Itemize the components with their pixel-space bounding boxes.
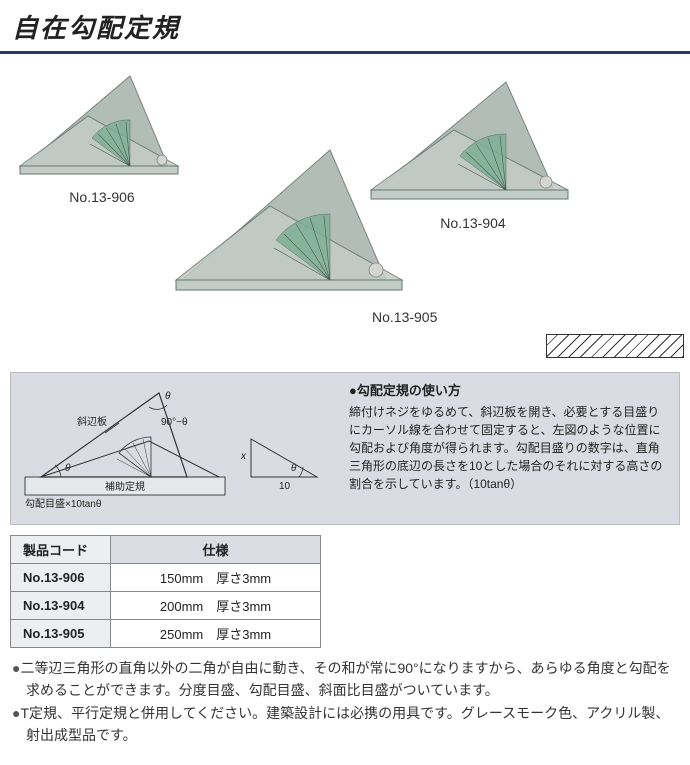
cell-code: No.13-905 xyxy=(11,620,111,648)
product-label-905: No.13-905 xyxy=(372,309,437,325)
svg-text:90°−θ: 90°−θ xyxy=(161,417,188,428)
svg-text:θ: θ xyxy=(291,463,297,474)
products-area: No.13-906 No.13-904 xyxy=(0,54,690,354)
hatched-strip xyxy=(546,334,684,358)
table-row: No.13-906 150mm 厚さ3mm xyxy=(11,564,321,592)
label-hojojogi: 補助定規 xyxy=(105,480,145,493)
product-label-906: No.13-906 xyxy=(18,189,186,205)
note-2: T定規、平行定規と併用してください。建築設計には必携の用具です。グレースモーク色… xyxy=(12,703,678,746)
table-row: No.13-905 250mm 厚さ3mm xyxy=(11,620,321,648)
diagram-caption: 勾配目盛×10tanθ xyxy=(25,497,102,510)
product-13-905: No.13-905 xyxy=(172,144,437,325)
svg-text:x: x xyxy=(240,451,247,462)
page-title: 自在勾配定規 xyxy=(0,0,690,54)
table-header-code: 製品コード xyxy=(11,536,111,564)
cell-spec: 150mm 厚さ3mm xyxy=(111,564,321,592)
usage-text: 勾配定規の使い方 締付けネジをゆるめて、斜辺板を開き、必要とする目盛りにカーソル… xyxy=(337,381,671,493)
notes: 二等辺三角形の直角以外の二角が自由に動き、その和が常に90°になりますから、あら… xyxy=(12,658,678,747)
usage-diagram: 補助定規 θ θ 90°−θ 斜辺板 θ 10 xyxy=(19,381,337,516)
cell-code: No.13-904 xyxy=(11,592,111,620)
product-image-905 xyxy=(172,144,412,300)
svg-text:10: 10 xyxy=(279,481,291,492)
table-row: No.13-904 200mm 厚さ3mm xyxy=(11,592,321,620)
spec-table: 製品コード 仕様 No.13-906 150mm 厚さ3mm No.13-904… xyxy=(10,535,321,648)
product-image-906 xyxy=(18,72,186,180)
cell-spec: 250mm 厚さ3mm xyxy=(111,620,321,648)
svg-text:θ: θ xyxy=(165,391,171,402)
cell-spec: 200mm 厚さ3mm xyxy=(111,592,321,620)
usage-body: 締付けネジをゆるめて、斜辺板を開き、必要とする目盛りにカーソル線を合わせて固定す… xyxy=(349,403,671,493)
table-header-spec: 仕様 xyxy=(111,536,321,564)
product-13-906: No.13-906 xyxy=(18,72,186,205)
svg-text:θ: θ xyxy=(65,463,71,474)
cell-code: No.13-906 xyxy=(11,564,111,592)
usage-title: 勾配定規の使い方 xyxy=(349,381,671,401)
note-1: 二等辺三角形の直角以外の二角が自由に動き、その和が常に90°になりますから、あら… xyxy=(12,658,678,701)
svg-text:斜辺板: 斜辺板 xyxy=(77,415,107,428)
usage-box: 補助定規 θ θ 90°−θ 斜辺板 θ 10 xyxy=(10,372,680,525)
